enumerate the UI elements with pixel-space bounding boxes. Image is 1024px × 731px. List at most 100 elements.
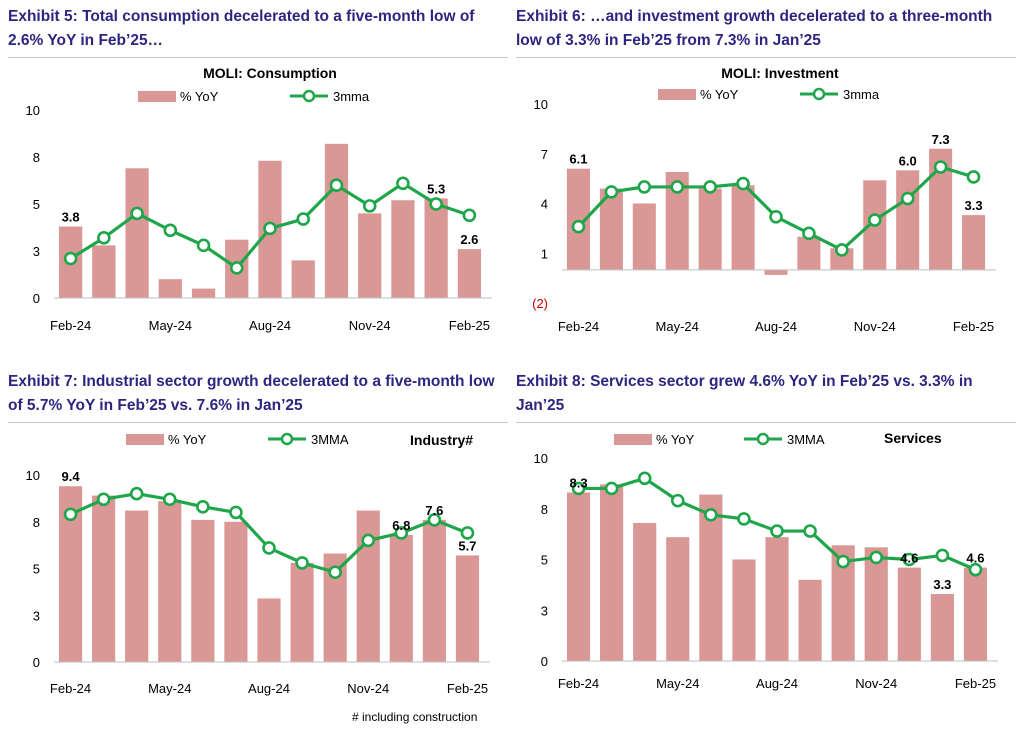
bar (158, 501, 182, 662)
line-point (196, 238, 211, 253)
line-point (968, 562, 983, 577)
industry-chart: Industry# % YoY 3MMA 0 3 5 8 10 Feb-24 May-24 Aug-… (26, 432, 490, 696)
x-tick-label: Feb-24 (50, 681, 91, 696)
footnote: # including construction (352, 710, 478, 724)
legend: % YoY 3MMA (126, 432, 349, 447)
y-tick-label: (2) (532, 296, 548, 311)
bar (358, 213, 382, 298)
line-point (361, 533, 376, 548)
investment-chart: MOLI: Investment % YoY 3mma (2) 1 4 7 10 Feb-24 M… (532, 65, 996, 334)
x-tick-label: Feb-24 (50, 318, 91, 333)
bar (566, 168, 590, 270)
bar (291, 260, 315, 298)
line-point (770, 524, 784, 538)
y-tick-label: 10 (26, 103, 40, 118)
legend-line-marker (302, 89, 316, 103)
data-label: 4.6 (900, 551, 918, 566)
bar (731, 185, 755, 270)
data-label: 8.3 (569, 476, 587, 491)
exhibit-title: Exhibit 7: Industrial sector growth dece… (8, 373, 495, 414)
bar (831, 545, 855, 661)
legend-line-label: 3mma (843, 87, 880, 102)
line-point (63, 251, 78, 266)
line-point (460, 526, 475, 540)
line-point (362, 199, 377, 213)
bar (665, 171, 689, 270)
bar (599, 188, 623, 270)
data-label: 6.8 (392, 518, 410, 533)
bar (864, 547, 888, 661)
bar (158, 279, 182, 298)
bar (356, 510, 380, 662)
line-point (163, 223, 178, 238)
y-tick-label: 7 (541, 147, 548, 162)
line-point (869, 550, 884, 565)
line-point (704, 508, 718, 522)
bar (698, 188, 722, 270)
exhibit-title: Exhibit 6: …and investment growth decele… (516, 8, 993, 49)
y-tick-label: 8 (33, 150, 40, 165)
exhibit-5-panel: Exhibit 5: Total consumption decelerated… (8, 5, 508, 365)
bar (600, 484, 624, 661)
legend: % YoY 3MMA (614, 432, 825, 447)
x-tick-label: Aug-24 (249, 318, 291, 333)
bar (797, 236, 821, 270)
x-tick-label: Feb-24 (558, 319, 599, 334)
x-tick-label: May-24 (148, 681, 191, 696)
line-point (604, 185, 619, 199)
bar (764, 269, 788, 275)
line-point (96, 492, 111, 507)
y-tick-label: 8 (541, 502, 548, 517)
line-point (129, 486, 144, 501)
bar (633, 522, 657, 661)
bar (930, 594, 954, 661)
bar (424, 198, 448, 298)
data-label: 9.4 (61, 469, 80, 484)
y-tick-label: 0 (33, 291, 40, 306)
data-label: 3.8 (62, 210, 80, 225)
exhibit-8-panel: Exhibit 8: Services sector grew 4.6% YoY… (516, 370, 1016, 730)
line-point (900, 191, 915, 206)
line-point (935, 548, 950, 563)
y-tick-label: 3 (541, 603, 548, 618)
bar (323, 553, 347, 662)
line-point (670, 180, 685, 194)
legend-bar-swatch (138, 91, 176, 102)
data-label: 5.3 (427, 181, 445, 196)
legend-line-label: 3mma (333, 89, 370, 104)
line-point (263, 221, 277, 236)
line-point (394, 526, 409, 540)
data-label: 7.3 (932, 132, 950, 147)
legend-line-marker (280, 432, 294, 446)
y-tick-label: 3 (33, 244, 40, 259)
consumption-chart: MOLI: Consumption % YoY 3mma 0 3 5 8 10 Feb-24 Ma… (26, 65, 492, 333)
line-point (262, 541, 276, 555)
services-chart: Services % YoY 3MMA 0 3 5 8 10 Feb-24 May-24 Aug-2… (534, 430, 998, 691)
exhibit-title: Exhibit 5: Total consumption decelerated… (8, 8, 475, 49)
chart-title: MOLI: Consumption (203, 65, 337, 81)
x-tick-label: Feb-25 (449, 318, 490, 333)
line-point (162, 492, 177, 507)
y-tick-label: 3 (33, 608, 40, 623)
y-tick-label: 4 (541, 197, 548, 212)
bar (830, 248, 854, 270)
x-tick-label: Nov-24 (854, 319, 896, 334)
legend-bar-label: % YoY (700, 87, 739, 102)
line-point (429, 197, 443, 211)
bar (92, 245, 116, 298)
bar (457, 249, 482, 298)
data-label: 3.3 (964, 198, 982, 213)
bar (798, 579, 822, 661)
line-point (703, 180, 717, 194)
legend-line-label: 3MMA (311, 432, 349, 447)
line-point (427, 513, 442, 527)
x-tick-label: Nov-24 (855, 676, 897, 691)
x-tick-label: May-24 (149, 318, 192, 333)
line-point (604, 481, 619, 496)
y-tick-label: 8 (33, 515, 40, 530)
line-point (769, 209, 783, 224)
bar (897, 567, 921, 661)
chart-title: Services (884, 430, 942, 446)
legend-bar-swatch (614, 434, 652, 445)
title-divider (8, 57, 508, 58)
